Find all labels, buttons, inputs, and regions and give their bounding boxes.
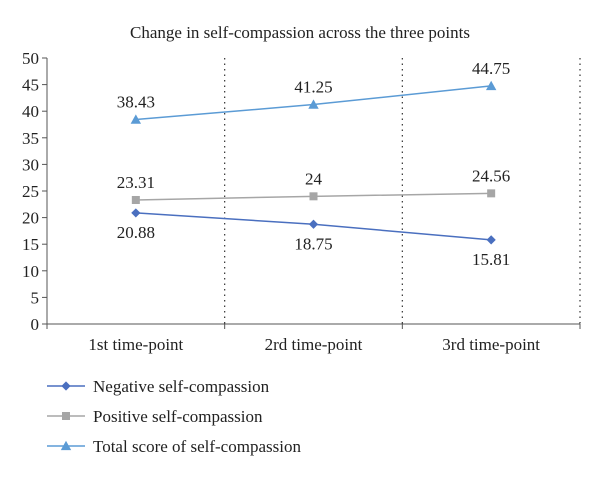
series-layer: [130, 80, 497, 245]
y-tick-label: 35: [22, 129, 39, 148]
legend-triangle-marker: [60, 440, 72, 451]
data-point-triangle-marker: [485, 80, 497, 91]
y-tick-label: 10: [22, 262, 39, 281]
data-point-diamond-marker: [131, 208, 141, 218]
series-total-self-compassion: [130, 80, 497, 124]
data-label: 15.81: [472, 250, 510, 269]
data-label: 18.75: [294, 234, 332, 253]
series-negative-self-compassion: [131, 208, 496, 245]
data-point-triangle-marker: [130, 114, 142, 124]
x-tick-label: 3rd time-point: [442, 335, 540, 354]
legend-label: Negative self-compassion: [93, 377, 270, 396]
data-label: 24: [305, 169, 323, 188]
data-point-triangle-marker: [308, 99, 319, 109]
data-label: 41.25: [294, 78, 332, 97]
axis-layer: 0 5 10 15 20 25 30 35 40 45 50 1st time-point 2rd ti…: [22, 49, 581, 354]
x-tick-label: 1st time-point: [88, 335, 183, 354]
data-point-square-marker: [487, 189, 496, 198]
data-label-layer: 20.88 18.75 15.81 23.31 24 24.56 38.43 41.25 44.…: [117, 59, 511, 269]
data-label: 20.88: [117, 223, 155, 242]
legend-square-marker: [62, 412, 70, 420]
data-point-square-marker: [309, 192, 318, 201]
y-tick-label: 45: [22, 76, 39, 95]
y-tick-label: 5: [31, 288, 40, 307]
chart-title: Change in self-compassion across the thr…: [130, 23, 470, 42]
legend-item-positive: Positive self-compassion: [47, 407, 263, 426]
legend-item-total: Total score of self-compassion: [47, 437, 301, 456]
data-label: 44.75: [472, 59, 510, 78]
legend: Negative self-compassion Positive self-co…: [47, 377, 301, 456]
legend-label: Total score of self-compassion: [93, 437, 301, 456]
y-tick-label: 40: [22, 102, 39, 121]
data-label: 24.56: [472, 166, 510, 185]
y-tick-label: 25: [22, 182, 39, 201]
data-label: 23.31: [117, 173, 155, 192]
y-tick-label: 15: [22, 235, 39, 254]
grid-layer: [224, 58, 581, 324]
legend-item-negative: Negative self-compassion: [47, 377, 270, 396]
y-tick-label: 50: [22, 49, 39, 68]
legend-diamond-marker: [61, 381, 71, 391]
data-label: 38.43: [117, 93, 155, 112]
y-tick-label: 0: [31, 315, 40, 334]
legend-label: Positive self-compassion: [93, 407, 263, 426]
data-point-diamond-marker: [486, 235, 496, 245]
y-tick-label: 20: [22, 209, 39, 228]
x-tick-label: 2rd time-point: [265, 335, 363, 354]
y-tick-label: 30: [22, 155, 39, 174]
data-point-diamond-marker: [308, 219, 319, 229]
series-positive-self-compassion: [131, 189, 496, 204]
data-point-square-marker: [131, 195, 140, 204]
